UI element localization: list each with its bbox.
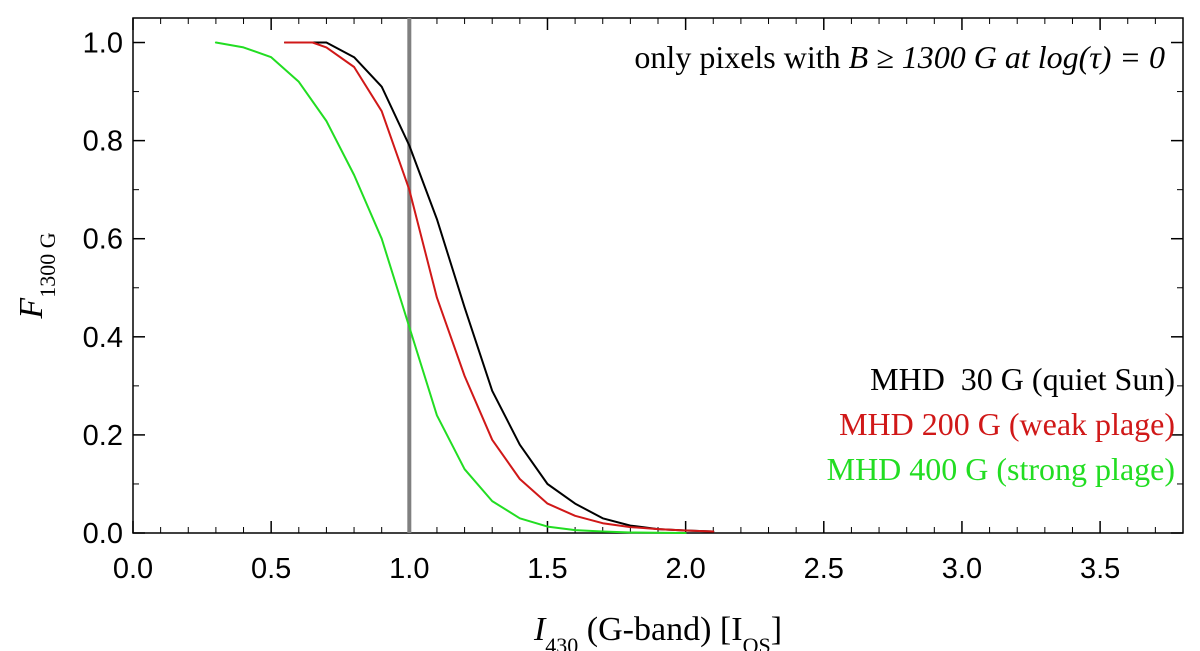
y-axis-label-sub: 1300 G xyxy=(35,232,60,298)
x-axis-label-sub2: QS xyxy=(743,633,771,651)
y-tick-label: 0.2 xyxy=(83,420,123,452)
x-tick-label: 0.5 xyxy=(251,553,291,585)
x-axis-label-text: (G-band) [I xyxy=(578,611,742,648)
minor-ticks xyxy=(133,18,1183,533)
legend-entry-1: MHD 200 G (weak plage) xyxy=(839,406,1175,442)
annotation-prefix: only pixels with xyxy=(634,39,848,75)
y-axis-label-var: F xyxy=(13,297,50,320)
y-axis-label: F1300 G xyxy=(13,232,60,319)
series-line-2 xyxy=(214,41,687,534)
legend: MHD 30 G (quiet Sun) MHD 200 G (weak plag… xyxy=(827,361,1175,487)
legend-entry-0: MHD 30 G (quiet Sun) xyxy=(870,361,1175,397)
y-tick-label: 1.0 xyxy=(83,28,123,60)
x-tick-label: 2.0 xyxy=(665,553,705,585)
x-tick-labels: 0.0 0.5 1.0 1.5 2.0 2.5 3.0 3.5 xyxy=(113,553,1120,585)
series-line-1 xyxy=(284,41,715,533)
x-tick-label: 2.5 xyxy=(804,553,844,585)
y-tick-label: 0.4 xyxy=(83,322,123,354)
y-tick-label: 0.6 xyxy=(83,224,123,256)
y-tick-label: 0.0 xyxy=(83,518,123,550)
y-tick-labels: 0.0 0.2 0.4 0.6 0.8 1.0 xyxy=(83,28,123,550)
annotation-math: B ≥ 1300 G at log(τ) = 0 xyxy=(849,39,1165,75)
x-tick-label: 1.5 xyxy=(527,553,567,585)
series-lines xyxy=(214,41,715,534)
x-tick-label: 3.5 xyxy=(1080,553,1120,585)
x-tick-label: 0.0 xyxy=(113,553,153,585)
series-line-0 xyxy=(284,41,715,533)
x-tick-label: 1.0 xyxy=(389,553,429,585)
x-axis-label-sub: 430 xyxy=(545,633,578,651)
y-tick-label: 0.8 xyxy=(83,126,123,158)
x-tick-label: 3.0 xyxy=(942,553,982,585)
x-axis-label-var: I xyxy=(533,611,547,648)
x-axis-label-close: ] xyxy=(771,611,782,648)
legend-entry-2: MHD 400 G (strong plage) xyxy=(827,451,1175,487)
x-axis-label: I430 (G-band) [IQS] xyxy=(533,611,782,651)
annotation-text: only pixels with B ≥ 1300 G at log(τ) = … xyxy=(634,39,1165,75)
